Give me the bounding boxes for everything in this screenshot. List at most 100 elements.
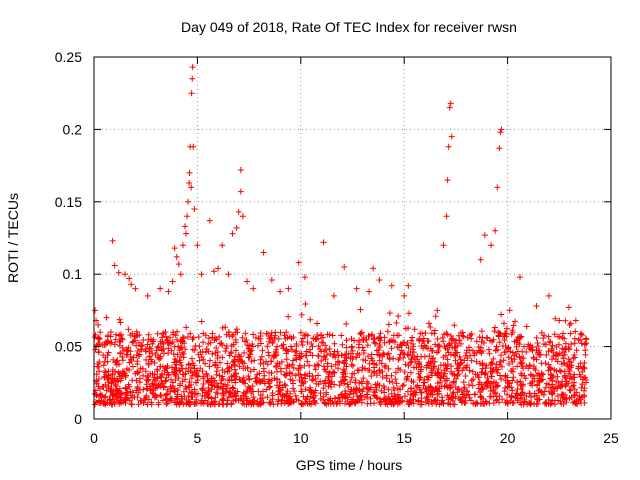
data-point [277, 288, 284, 295]
data-point [514, 348, 521, 355]
data-point [123, 351, 130, 358]
data-point [554, 393, 561, 400]
data-point [359, 344, 366, 351]
data-point [266, 335, 273, 342]
data-point [349, 370, 356, 377]
data-point [346, 401, 353, 408]
data-point [528, 394, 535, 401]
data-point [208, 398, 215, 405]
data-point [149, 338, 156, 345]
data-point [402, 325, 409, 332]
data-point [354, 350, 361, 357]
data-point [517, 334, 524, 341]
data-point [289, 377, 296, 384]
data-point [492, 227, 499, 234]
data-point [376, 341, 383, 348]
data-point [320, 380, 327, 387]
data-point [219, 373, 226, 380]
data-point [267, 383, 274, 390]
data-point [311, 362, 318, 369]
gridlines [94, 57, 611, 419]
data-point [506, 380, 513, 387]
data-point [133, 342, 140, 349]
data-point [385, 321, 392, 328]
data-point [165, 288, 172, 295]
data-point [247, 368, 254, 375]
data-point [393, 319, 400, 326]
data-point [511, 356, 518, 363]
data-point [556, 367, 563, 374]
data-point [241, 349, 248, 356]
data-point [189, 64, 196, 71]
data-point [191, 206, 198, 213]
data-point [560, 391, 567, 398]
data-point [182, 346, 189, 353]
data-point [453, 375, 460, 382]
data-point [491, 324, 498, 331]
data-point [322, 346, 329, 353]
data-point [172, 332, 179, 339]
data-point [289, 361, 296, 368]
data-point [395, 356, 402, 363]
data-point [271, 352, 278, 359]
data-point [126, 359, 133, 366]
data-point [188, 184, 195, 191]
data-point [126, 397, 133, 404]
data-point [431, 358, 438, 365]
data-point [195, 333, 202, 340]
data-point [251, 357, 258, 364]
data-point [481, 232, 488, 239]
data-point [144, 341, 151, 348]
data-point [510, 322, 517, 329]
data-point [360, 375, 367, 382]
data-point [264, 343, 271, 350]
data-point [560, 355, 567, 362]
data-point [146, 353, 153, 360]
data-point [567, 387, 574, 394]
data-point [457, 340, 464, 347]
data-point [462, 373, 469, 380]
data-point [521, 372, 528, 379]
data-point [295, 259, 302, 266]
data-point [368, 373, 375, 380]
data-point [112, 381, 119, 388]
data-point [253, 379, 260, 386]
data-point [194, 373, 201, 380]
data-point [180, 354, 187, 361]
data-point [116, 370, 123, 377]
data-point [488, 373, 495, 380]
axis-ticks: 0 5 10 15 20 25 0 0.05 0.1 0.15 0.2 0.25 [55, 49, 619, 446]
data-point [534, 396, 541, 403]
data-point [460, 390, 467, 397]
data-point [398, 347, 405, 354]
data-point [473, 358, 480, 365]
data-point [302, 372, 309, 379]
data-point [151, 360, 158, 367]
data-point [94, 360, 101, 367]
data-point [434, 349, 441, 356]
data-point [263, 358, 270, 365]
data-point [475, 381, 482, 388]
data-point [579, 393, 586, 400]
data-point [127, 353, 134, 360]
data-point [185, 368, 192, 375]
data-point [321, 366, 328, 373]
data-point [393, 380, 400, 387]
data-point [381, 339, 388, 346]
data-point [142, 396, 149, 403]
data-point [182, 383, 189, 390]
data-point [123, 395, 130, 402]
data-point [572, 317, 579, 324]
data-point [213, 389, 220, 396]
data-point [184, 213, 191, 220]
data-point [461, 384, 468, 391]
data-point [290, 399, 297, 406]
data-point [568, 341, 575, 348]
data-point [432, 397, 439, 404]
data-point [343, 344, 350, 351]
data-point [486, 350, 493, 357]
data-point [133, 328, 140, 335]
data-point [478, 328, 485, 335]
data-point [384, 328, 391, 335]
data-point [168, 340, 175, 347]
